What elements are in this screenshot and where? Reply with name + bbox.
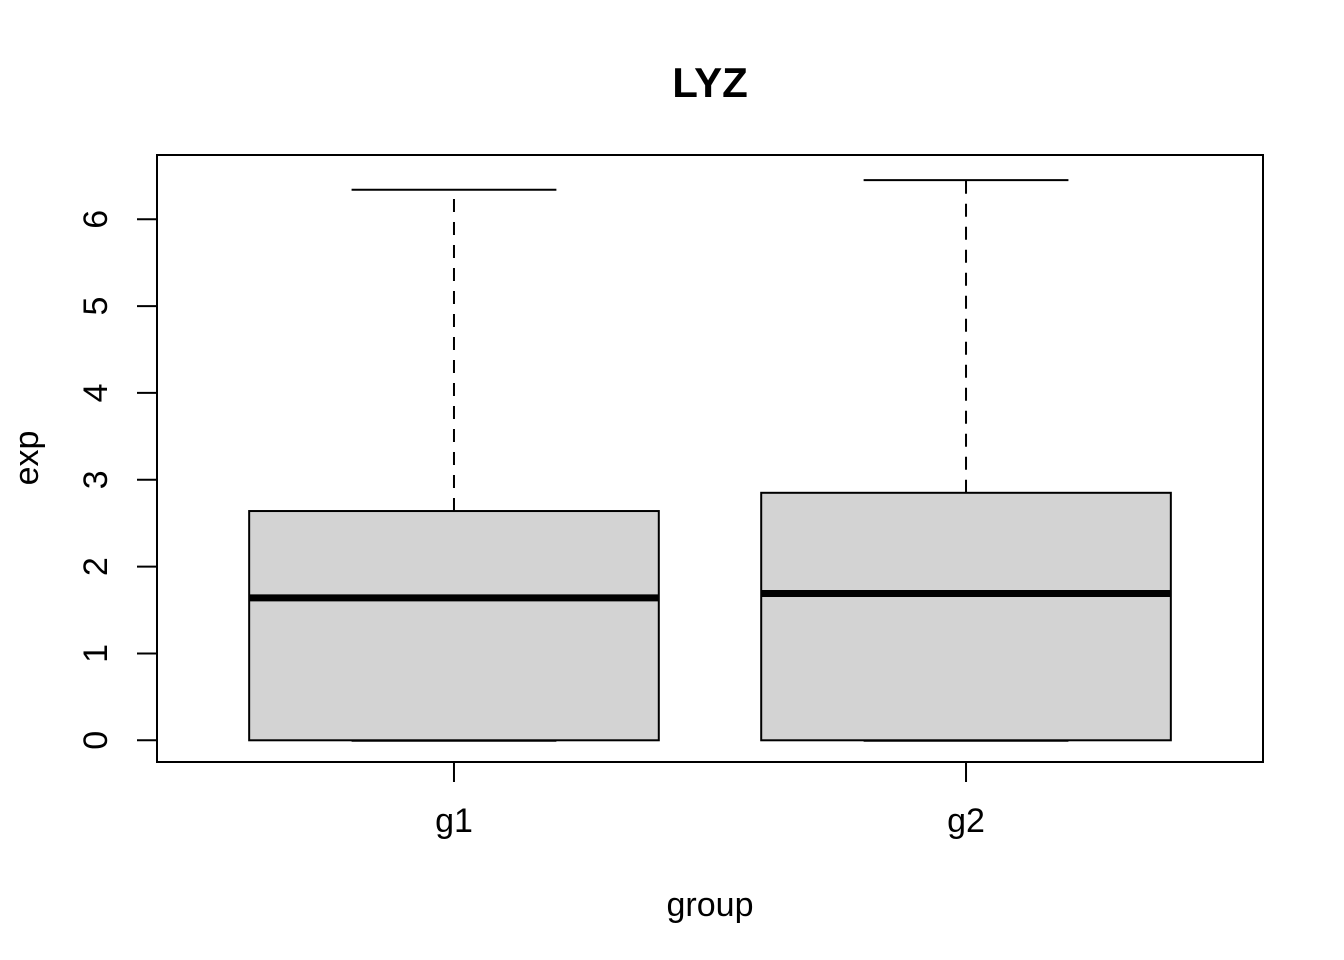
y-tick-label: 6 [77, 210, 115, 229]
plot-border [156, 154, 1264, 763]
chart-title: LYZ [672, 59, 747, 106]
y-tick-label: 5 [77, 297, 115, 316]
x-axis: g1 g2 [435, 762, 985, 840]
x-axis-label: group [667, 886, 754, 924]
x-tick-label: g2 [947, 802, 985, 840]
y-tick-label: 3 [77, 470, 115, 489]
box-g2 [760, 491, 1172, 742]
y-axis-label: exp [8, 431, 46, 486]
y-axis: 0 1 2 3 4 5 6 [77, 210, 157, 750]
y-tick-label: 4 [77, 383, 115, 402]
y-tick-label: 2 [77, 557, 115, 576]
boxes [248, 179, 1172, 742]
x-tick-label: g1 [435, 802, 473, 840]
box-g1 [248, 510, 660, 742]
y-tick-label: 0 [77, 731, 115, 750]
y-tick-label: 1 [77, 644, 115, 663]
